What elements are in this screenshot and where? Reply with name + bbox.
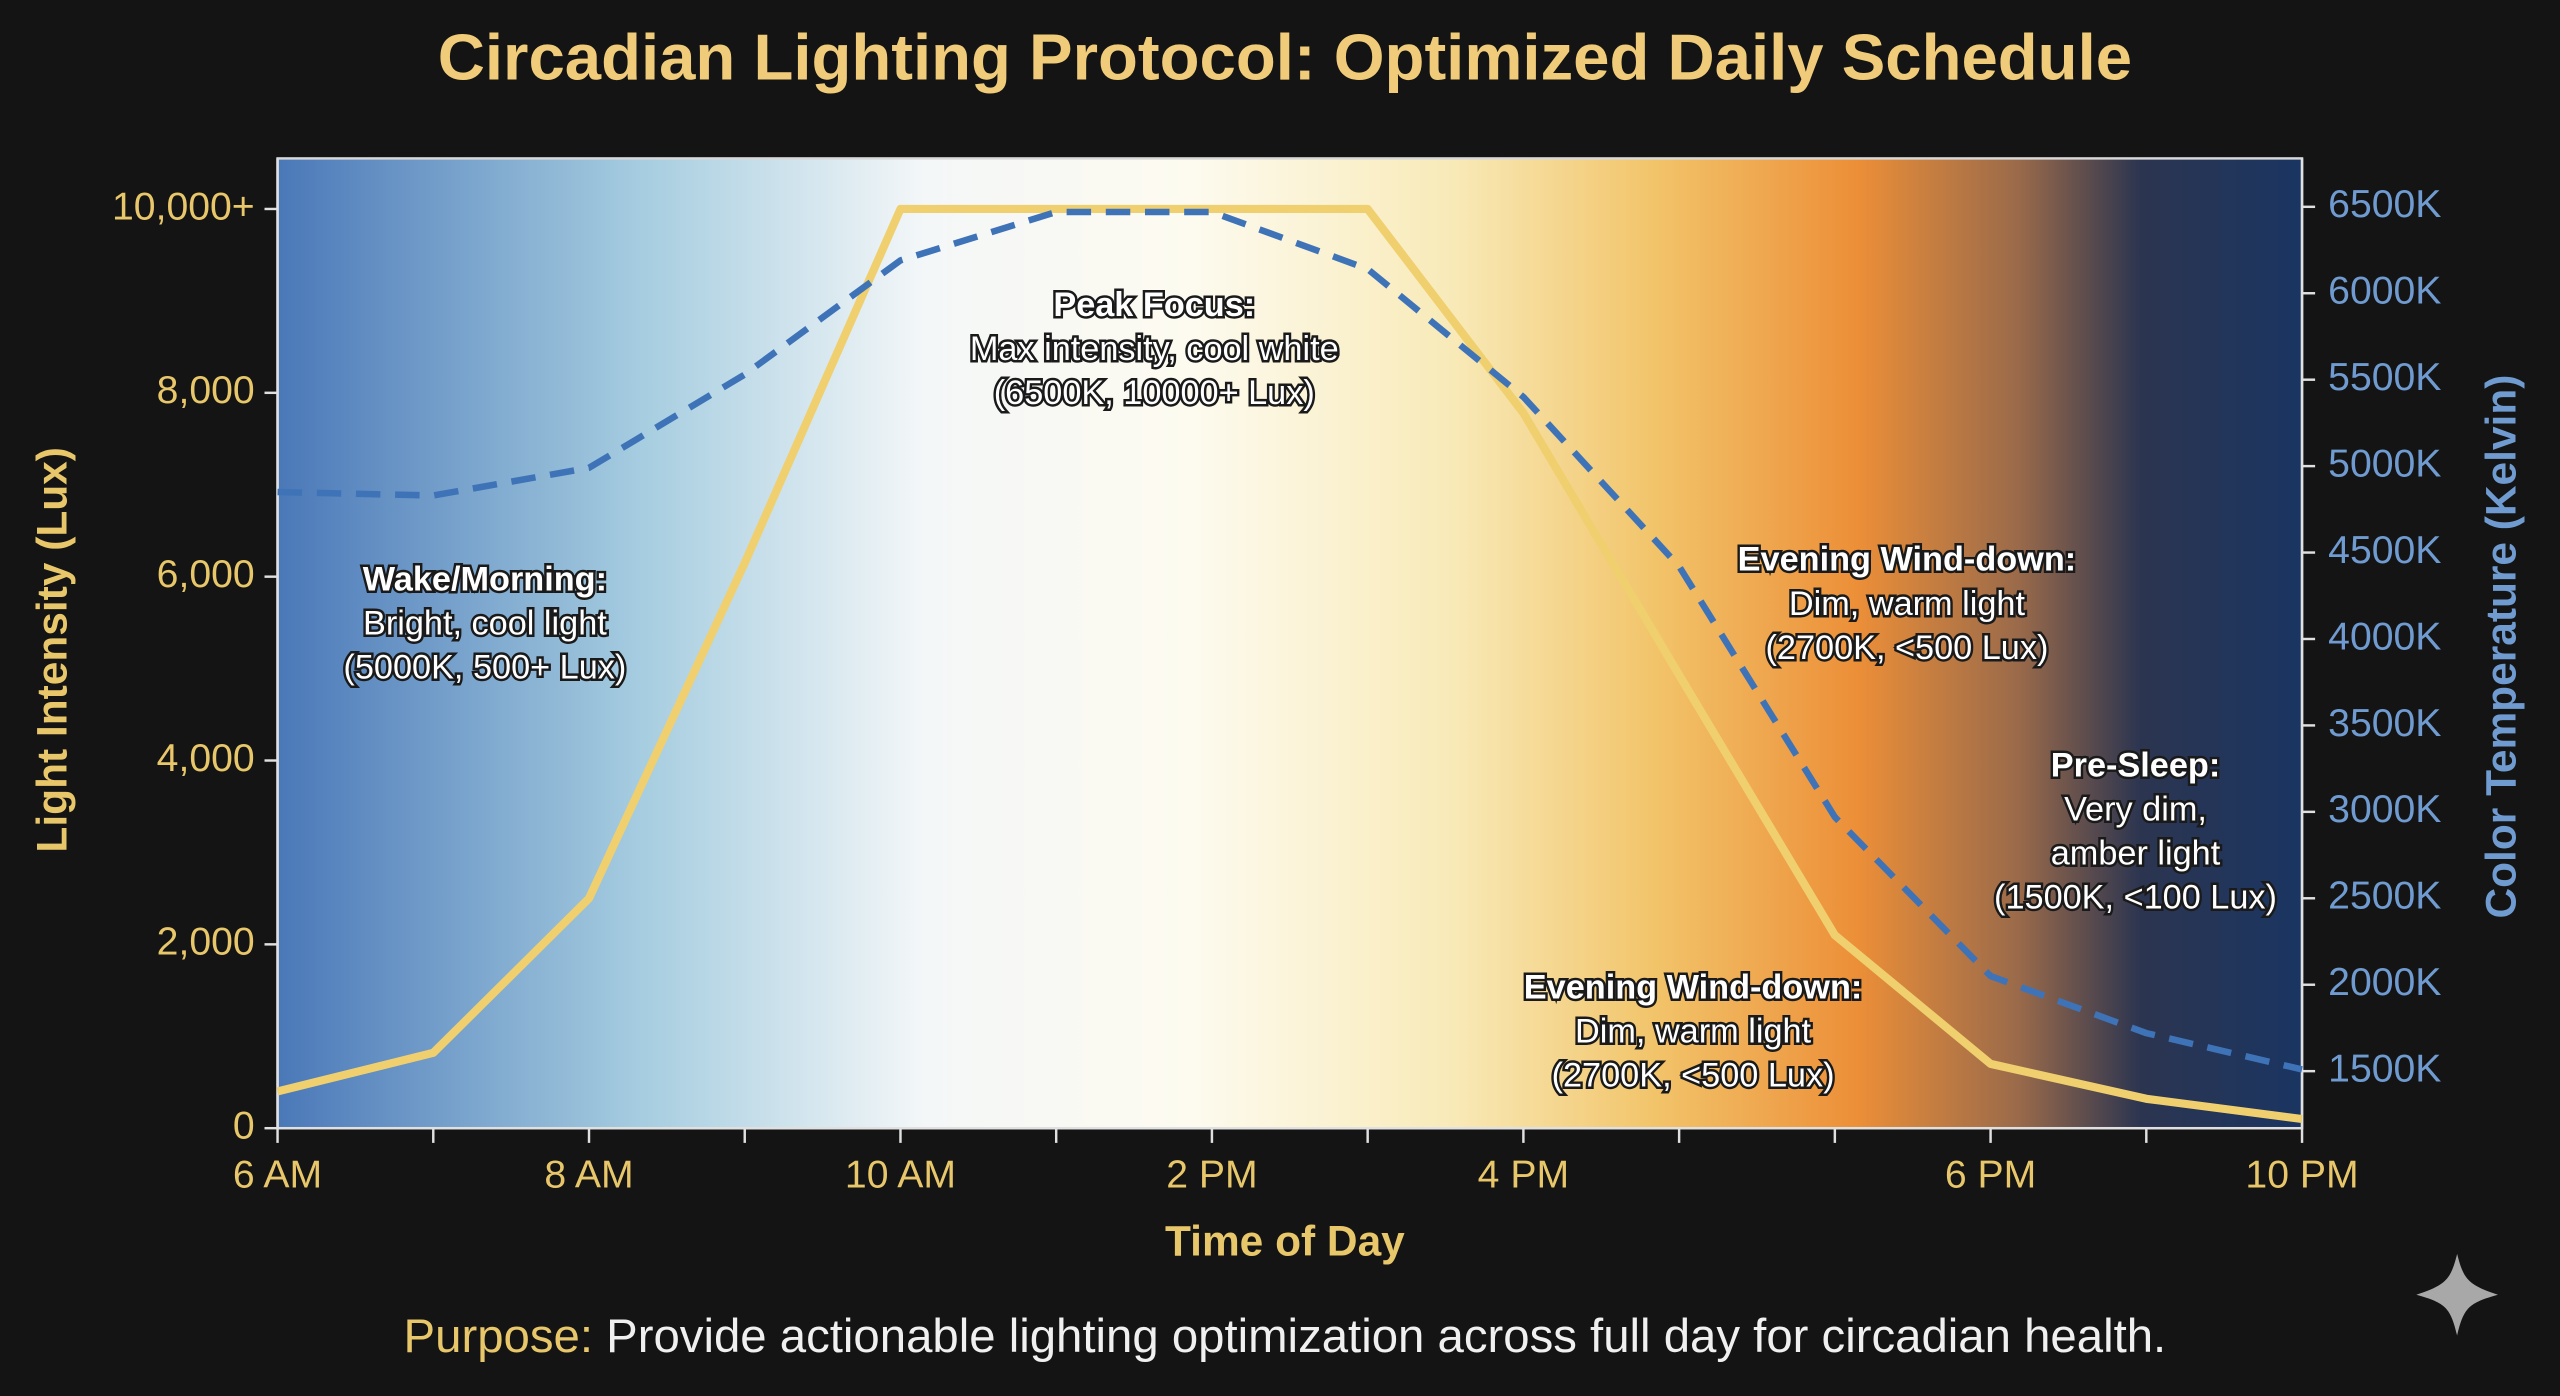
y-tick-label: 6,000 (157, 553, 255, 596)
y-tick-label: 8,000 (157, 369, 255, 412)
sparkle-icon (2416, 1253, 2498, 1336)
y2-tick-label: 4000K (2328, 615, 2441, 658)
y2-tick-label: 4500K (2328, 529, 2441, 572)
annotation-line: (2700K, <500 Lux) (1552, 1057, 1835, 1095)
plot-area (276, 157, 2304, 1130)
y2-tick-label: 3500K (2328, 702, 2441, 745)
annotation-title: Evening Wind-down: (1524, 968, 1862, 1006)
annotation-line: (5000K, 500+ Lux) (343, 648, 626, 686)
x-tick-label: 8 AM (544, 1154, 633, 1197)
y-tick-label: 4,000 (157, 737, 255, 780)
annotation-title: Evening Wind-down: (1738, 541, 2077, 579)
x-tick-label: 6 AM (233, 1154, 322, 1197)
y2-tick-label: 6000K (2328, 270, 2441, 313)
y2-axis-title: Color Temperature (Kelvin) (2478, 375, 2525, 919)
annotation-line: (6500K, 10000+ Lux) (994, 374, 1315, 412)
y-tick-label: 2,000 (157, 921, 255, 964)
annotation-line: Max intensity, cool white (970, 330, 1339, 368)
annotation-line: (2700K, <500 Lux) (1765, 629, 2048, 667)
footer: Purpose: Provide actionable lighting opt… (404, 1309, 2167, 1362)
chart-title: Circadian Lighting Protocol: Optimized D… (438, 20, 2132, 93)
annotation-line: Very dim, (2064, 791, 2207, 829)
annotation-line: amber light (2051, 835, 2221, 873)
y2-tick-label: 5500K (2328, 356, 2441, 399)
annotation-title: Wake/Morning: (363, 560, 607, 598)
annotation-line: Dim, warm light (1789, 585, 2026, 623)
annotation-line: (1500K, <100 Lux) (1994, 879, 2277, 917)
x-axis-title: Time of Day (1165, 1217, 1405, 1264)
annotation-title: Peak Focus: (1053, 286, 1255, 324)
y-tick-label: 0 (233, 1105, 255, 1148)
x-tick-label: 2 PM (1166, 1154, 1257, 1197)
footer-text: Provide actionable lighting optimization… (593, 1309, 2166, 1362)
y2-tick-label: 2500K (2328, 875, 2441, 918)
x-tick-label: 6 PM (1945, 1154, 2036, 1197)
x-tick-label: 4 PM (1478, 1154, 1569, 1197)
x-tick-label: 10 PM (2245, 1154, 2358, 1197)
x-tick-label: 10 AM (845, 1154, 956, 1197)
y2-tick-label: 2000K (2328, 961, 2441, 1004)
y-tick-label: 10,000+ (112, 185, 255, 228)
annotation-line: Bright, cool light (363, 604, 607, 642)
kelvin-line (277, 208, 2303, 1073)
y-axis-title: Light Intensity (Lux) (29, 447, 76, 852)
y2-tick-label: 5000K (2328, 442, 2441, 485)
y2-tick-label: 6500K (2328, 183, 2441, 226)
annotation-title: Pre-Sleep: (2051, 746, 2221, 784)
y2-tick-label: 3000K (2328, 788, 2441, 831)
lux-line (276, 204, 2303, 1124)
y2-tick-label: 1500K (2328, 1048, 2441, 1091)
footer-label: Purpose: (404, 1309, 593, 1362)
annotation-line: Dim, warm light (1575, 1013, 1812, 1051)
